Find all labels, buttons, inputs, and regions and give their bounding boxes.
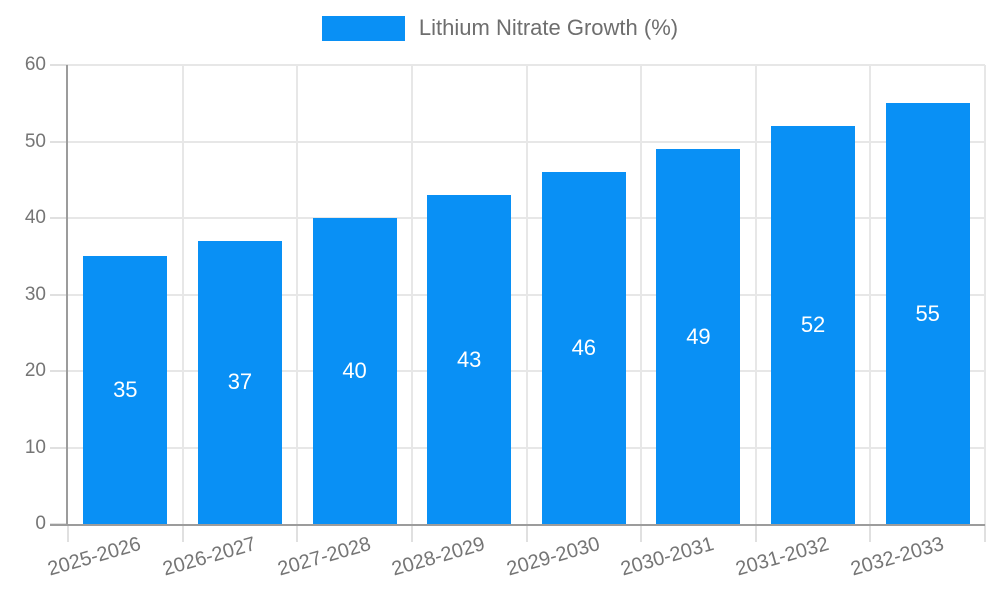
x-axis-tick (869, 524, 872, 542)
x-axis-tick (296, 524, 299, 542)
y-axis-tick (50, 293, 68, 296)
y-axis-tick (50, 446, 68, 449)
bar-value-label: 37 (227, 369, 253, 395)
y-tick-label: 40 (24, 207, 46, 228)
y-tick-label: 10 (24, 436, 46, 458)
x-axis-line (50, 524, 985, 526)
x-axis-tick (67, 524, 69, 542)
bar[interactable]: 43 (427, 195, 512, 524)
gridline-vertical (296, 65, 299, 524)
bar-value-label: 49 (686, 323, 711, 349)
y-axis-tick (50, 64, 68, 66)
x-axis-tick (525, 524, 528, 542)
bar[interactable]: 40 (312, 218, 397, 524)
gridline-vertical (984, 65, 986, 524)
bar-value-label: 40 (342, 358, 367, 383)
bar-value-label: 35 (113, 377, 138, 403)
gridline-vertical (525, 65, 528, 524)
y-axis-line (66, 65, 68, 524)
legend-swatch-icon[interactable] (321, 15, 405, 41)
y-axis-tick (50, 140, 68, 143)
bar[interactable]: 35 (83, 256, 168, 524)
legend-label[interactable]: Lithium Nitrate Growth (%) (418, 15, 679, 40)
x-axis-tick (640, 524, 643, 542)
bar-value-label: 46 (571, 335, 597, 361)
bar[interactable]: 37 (197, 240, 282, 524)
x-axis-tick (410, 524, 413, 542)
bar-value-label: 43 (456, 346, 482, 372)
y-tick-label: 0 (35, 513, 46, 534)
gridline-vertical (181, 65, 184, 524)
x-axis-tick (754, 524, 757, 542)
y-axis-tick (50, 217, 68, 219)
x-axis-tick (984, 524, 986, 542)
gridline-vertical (869, 65, 872, 524)
bar[interactable]: 52 (771, 126, 856, 524)
bar[interactable]: 55 (885, 103, 970, 524)
y-tick-label: 60 (24, 54, 46, 75)
bar-value-label: 52 (800, 312, 826, 338)
y-tick-label: 30 (24, 283, 46, 305)
gridline-vertical (640, 65, 643, 524)
legend[interactable]: Lithium Nitrate Growth (%) (0, 15, 1000, 41)
gridline-vertical (754, 65, 757, 524)
gridline-vertical (410, 65, 413, 524)
y-axis-tick (50, 370, 68, 372)
bar[interactable]: 49 (656, 149, 741, 524)
bar-value-label: 55 (915, 300, 940, 326)
x-axis-tick (181, 524, 184, 542)
y-tick-label: 50 (24, 130, 46, 152)
y-tick-label: 20 (24, 360, 46, 381)
bar[interactable]: 46 (541, 172, 626, 524)
